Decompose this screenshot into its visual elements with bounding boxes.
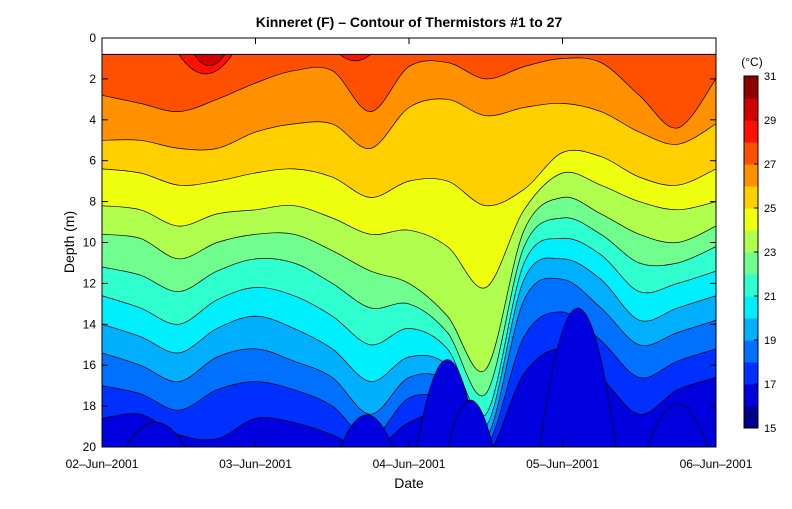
colorbar-swatch-19 [744, 318, 758, 341]
isotherm-line-22 [102, 217, 716, 397]
colorbar-swatch-15 [744, 406, 758, 429]
colorbar-tick-label-29: 29 [764, 115, 776, 127]
colorbar-swatch-16 [744, 384, 758, 407]
y-axis: 0 2 4 6 8 10 12 14 16 18 20 [83, 31, 716, 454]
isotherm-line-20 [102, 257, 716, 429]
colorbar-swatch-18 [744, 340, 758, 363]
isotherm-line-26 [102, 98, 716, 151]
y-axis-label: Depth (m) [61, 211, 77, 273]
y-tick-label-6: 6 [89, 154, 96, 168]
colorbar-tick-label-19: 19 [764, 335, 776, 347]
isotherm-line-23 [102, 196, 716, 373]
y-tick-label-2: 2 [89, 72, 96, 86]
colorbar-swatch-28 [744, 120, 758, 143]
colorbar-tick-label-15: 15 [764, 423, 776, 435]
isotherm-line-17 [102, 348, 716, 447]
isotherm-line-25 [102, 149, 716, 207]
isotherm-line-24 [102, 171, 716, 289]
colorbar-unit-label: (°C) [741, 55, 762, 69]
isotherm-line-18 [102, 311, 716, 447]
y-tick-label-18: 18 [83, 399, 97, 413]
colorbar-swatch-21 [744, 274, 758, 297]
colorbar-swatch-27 [744, 142, 758, 165]
colorbar-tick-label-31: 31 [764, 71, 776, 83]
x-axis-label: Date [394, 475, 424, 491]
colorbar-swatch-29 [744, 98, 758, 121]
isotherm-line-27 [102, 57, 716, 129]
contour-fill-area [102, 38, 716, 447]
x-tick-label-4: 06–Jun–2001 [680, 457, 753, 471]
colorbar-swatch-26 [744, 164, 758, 187]
x-tick-label-2: 04–Jun–2001 [373, 457, 446, 471]
x-tick-label-1: 03–Jun–2001 [219, 457, 292, 471]
y-tick-label-8: 8 [89, 195, 96, 209]
y-tick-label-16: 16 [83, 358, 97, 372]
colorbar-tick-label-17: 17 [764, 379, 776, 391]
colorbar-tick-label-23: 23 [764, 247, 776, 259]
cold-patch-16 [447, 400, 494, 447]
x-tick-label-0: 02–Jun–2001 [66, 457, 139, 471]
colorbar-swatch-24 [744, 208, 758, 231]
cold-patch-16 [539, 308, 617, 447]
y-tick-label-12: 12 [83, 276, 97, 290]
colorbar-swatch-25 [744, 186, 758, 209]
colorbar-swatch-20 [744, 296, 758, 319]
y-tick-label-10: 10 [83, 236, 97, 250]
colorbar: 15 17 19 21 23 25 27 29 31 [743, 71, 776, 435]
isotherm-line-19 [102, 277, 716, 442]
y-tick-label-4: 4 [89, 113, 96, 127]
cold-patch-16 [125, 422, 186, 447]
colorbar-swatch-22 [744, 252, 758, 275]
cold-patch-16 [340, 414, 394, 447]
y-tick-label-0: 0 [89, 31, 96, 45]
colorbar-tick-label-25: 25 [764, 203, 776, 215]
chart-title: Kinneret (F) – Contour of Thermistors #1… [256, 14, 563, 30]
colorbar-swatch-23 [744, 230, 758, 253]
colorbar-swatch-30 [744, 76, 758, 99]
colorbar-tick-label-21: 21 [764, 291, 776, 303]
isotherm-line-21 [102, 237, 716, 417]
colorbar-tick-label-27: 27 [764, 159, 776, 171]
x-axis: 02–Jun–2001 03–Jun–2001 04–Jun–2001 05–Jun–… [66, 38, 753, 471]
colorbar-swatch-17 [744, 362, 758, 385]
cold-patch-16 [647, 403, 708, 447]
x-tick-label-3: 05–Jun–2001 [526, 457, 599, 471]
y-tick-label-20: 20 [83, 440, 97, 454]
y-tick-label-14: 14 [83, 317, 97, 331]
